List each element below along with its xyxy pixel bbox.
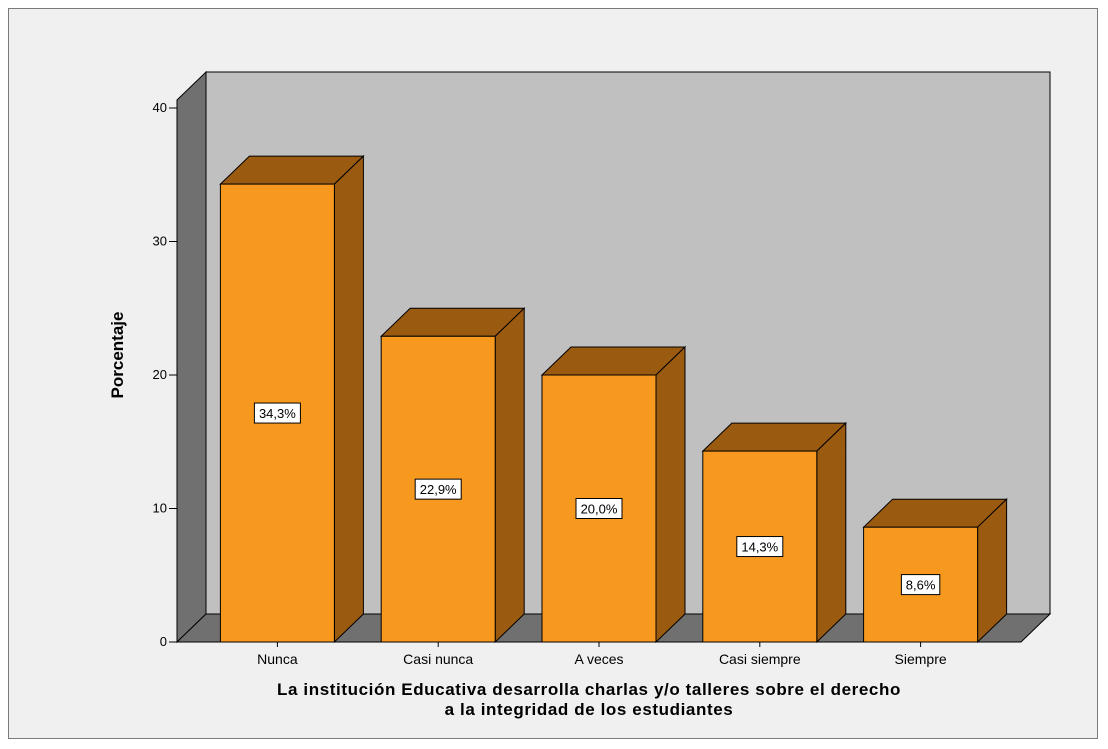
y-tick-label: 0	[160, 634, 167, 649]
x-tick-label: Casi nunca	[403, 651, 473, 667]
bar-3: 20,0%	[540, 345, 687, 644]
data-label-box	[253, 402, 301, 424]
bar-side	[816, 421, 847, 644]
y-tick-label: 20	[153, 367, 167, 382]
x-tick-label: Casi siempre	[719, 651, 801, 667]
bar-side	[333, 154, 364, 644]
bar-2: 22,9%	[379, 307, 526, 644]
bar-side	[494, 307, 525, 644]
data-label-box	[575, 498, 623, 519]
data-label: 34,3%	[259, 406, 296, 421]
data-label-box	[414, 478, 462, 500]
bars: 34,3% 22,9% 20,0% 14,3% 8,6%	[219, 154, 1008, 644]
x-axis-title-line-1: La institución Educativa desarrolla char…	[277, 680, 901, 699]
x-axis-title-line-2: a la integridad de los estudiantes	[445, 700, 734, 719]
y-tick-label: 40	[153, 100, 167, 115]
y-tick-label: 10	[153, 501, 167, 516]
chart-frame: 0 10 20 30 40 34,3% 22,9% 20,0% 14,3% 8,6% Nunca…	[8, 8, 1098, 739]
data-label-box	[736, 536, 784, 558]
x-tick-label: A veces	[574, 651, 623, 667]
y-axis: 0 10 20 30 40	[153, 100, 177, 649]
y-tick-label: 30	[153, 234, 167, 249]
x-tick-label: Siempre	[895, 651, 947, 667]
x-tick-label: Nunca	[257, 651, 298, 667]
data-label: 22,9%	[420, 482, 457, 497]
plot-side-wall	[176, 70, 207, 644]
data-label-box	[900, 574, 941, 596]
y-axis-title: Porcentaje	[108, 312, 127, 399]
bar-1: 34,3%	[219, 154, 365, 644]
x-axis: Nunca Casi nunca A veces Casi siempre Siempr…	[257, 642, 947, 667]
bar-4: 14,3%	[701, 421, 848, 644]
bar-5: 8,6%	[862, 498, 1008, 644]
data-label: 20,0%	[581, 502, 618, 517]
data-label: 8,6%	[906, 578, 936, 593]
data-label: 14,3%	[741, 540, 778, 555]
bar-chart: 0 10 20 30 40 34,3% 22,9% 20,0% 14,3% 8,6% Nunca…	[108, 70, 1052, 719]
bar-side	[655, 345, 686, 644]
